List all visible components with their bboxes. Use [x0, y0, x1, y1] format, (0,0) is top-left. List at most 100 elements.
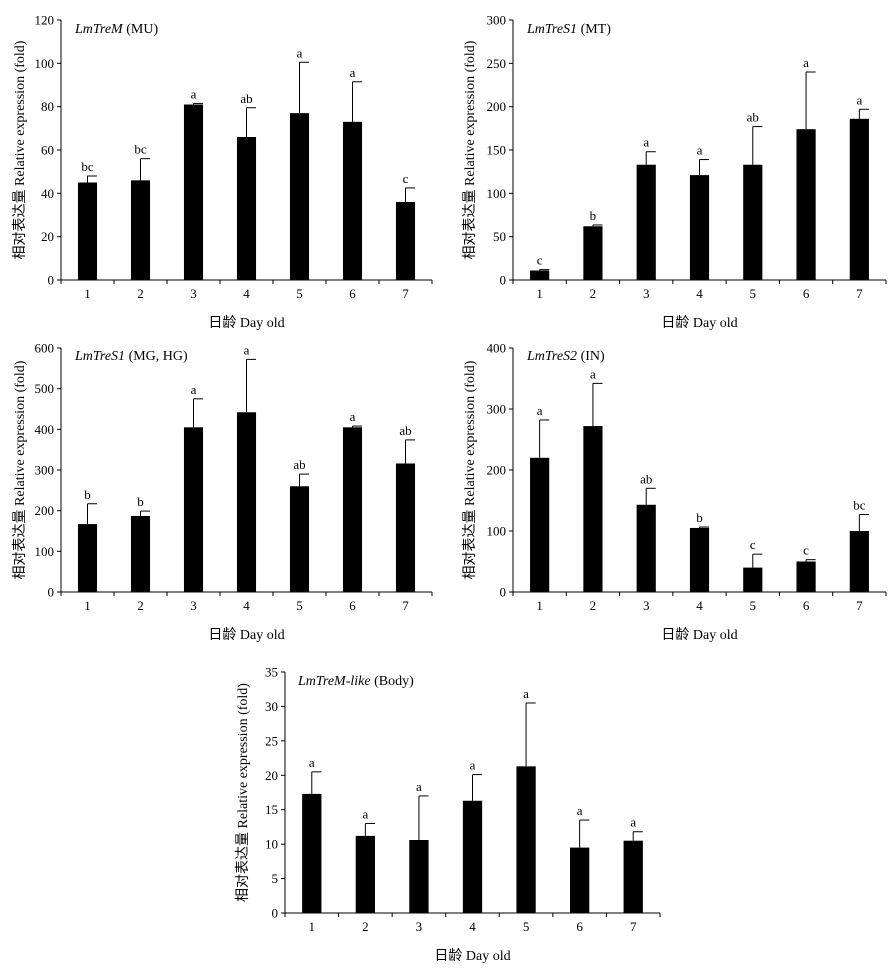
x-tick-label: 3 — [416, 919, 423, 934]
y-tick-label: 0 — [500, 585, 507, 600]
y-tick-label: 600 — [35, 341, 55, 356]
bar-day-5 — [743, 567, 763, 592]
significance-letter-day-3: a — [191, 382, 197, 397]
x-tick-label: 1 — [84, 598, 91, 613]
y-tick-label: 100 — [487, 186, 507, 201]
chart-title-gene: LmTreS1 — [74, 349, 125, 364]
bar-day-5 — [743, 164, 763, 280]
significance-letter-day-7: ab — [399, 423, 411, 438]
x-tick-label: 2 — [590, 598, 597, 613]
chart-title-gene: LmTreS2 — [526, 349, 577, 364]
bar-day-1 — [77, 182, 98, 280]
bar-day-6 — [342, 121, 363, 280]
significance-letter-day-2: a — [590, 366, 596, 381]
bar-day-1 — [77, 524, 98, 592]
y-tick-label: 200 — [487, 463, 507, 478]
significance-letter-day-7: bc — [853, 498, 866, 513]
significance-letter-day-4: b — [696, 510, 703, 525]
chart-panel-3: 0 100 200 300 400 500 600 b 1 b 2 a 3 a 4 ab 5 a 6 ab 7 LmTre… — [12, 341, 433, 643]
x-tick-label: 7 — [856, 598, 863, 613]
x-tick-label: 1 — [84, 286, 91, 301]
bar-day-1 — [530, 457, 550, 592]
x-tick-label: 3 — [643, 286, 650, 301]
bar-day-5 — [289, 113, 310, 281]
x-tick-label: 5 — [750, 286, 757, 301]
bar-day-4 — [236, 137, 257, 280]
x-tick-label: 4 — [696, 286, 703, 301]
bar-day-1 — [302, 793, 322, 913]
y-tick-label: 100 — [487, 524, 507, 539]
x-tick-label: 2 — [362, 919, 369, 934]
x-axis-title: 日龄 Day old — [661, 315, 737, 331]
chart-title-tissue: (MT) — [577, 22, 611, 37]
bar-day-6 — [796, 129, 816, 280]
x-tick-label: 2 — [590, 286, 597, 301]
significance-letter-day-7: a — [630, 815, 636, 830]
bar-day-5 — [516, 766, 536, 913]
y-tick-label: 400 — [487, 341, 507, 356]
x-tick-label: 3 — [643, 598, 650, 613]
chart-panel-4: 0 100 200 300 400 a 1 a 2 ab 3 b 4 c 5 c 6 bc 7 LmTreS2 (IN… — [462, 341, 887, 643]
x-tick-label: 5 — [296, 598, 303, 613]
significance-letter-day-4: a — [244, 342, 250, 357]
bar-day-4 — [236, 412, 257, 592]
x-axis-title: 日龄 Day old — [208, 315, 284, 331]
x-axis-title: 日龄 Day old — [661, 627, 737, 643]
bar-day-6 — [342, 427, 363, 592]
chart-title-gene: LmTreS1 — [526, 22, 577, 37]
bar-day-3 — [183, 104, 204, 280]
bar-day-7 — [395, 463, 416, 592]
bar-day-3 — [636, 164, 656, 280]
bar-day-7 — [849, 531, 869, 592]
x-tick-label: 5 — [750, 598, 757, 613]
bar-day-6 — [570, 847, 590, 913]
chart-title: LmTreM-like (Body) — [297, 674, 414, 689]
bar-day-2 — [355, 835, 375, 913]
significance-letter-day-7: c — [403, 171, 409, 186]
y-tick-label: 300 — [487, 13, 507, 28]
significance-letter-day-2: a — [362, 806, 368, 821]
bar-day-3 — [183, 427, 204, 592]
bar-day-4 — [689, 527, 710, 592]
bar-day-2 — [583, 426, 603, 592]
bar-day-2 — [130, 180, 151, 280]
x-tick-label: 6 — [349, 598, 356, 613]
y-tick-label: 200 — [35, 503, 55, 518]
x-tick-label: 3 — [190, 286, 197, 301]
x-tick-label: 1 — [536, 286, 543, 301]
bar-day-3 — [636, 504, 656, 592]
chart-title: LmTreS2 (IN) — [526, 349, 605, 364]
y-tick-label: 30 — [265, 699, 278, 714]
chart-panel-1: 0 20 40 60 80 100 120 bc 1 bc 2 a 3 ab 4 a 5 a 6 c 7 LmTreM (… — [12, 13, 433, 331]
bar-day-6 — [796, 561, 816, 592]
y-tick-label: 150 — [487, 143, 507, 158]
chart-title-gene: LmTreM — [74, 22, 124, 37]
y-axis-title: 相对表达量 Relative expression (fold) — [462, 360, 478, 579]
x-tick-label: 5 — [296, 286, 303, 301]
significance-letter-day-4: a — [697, 143, 703, 158]
significance-letter-day-6: c — [803, 543, 809, 558]
x-tick-label: 2 — [137, 286, 144, 301]
y-tick-label: 10 — [265, 837, 278, 852]
x-tick-label: 1 — [309, 919, 316, 934]
y-tick-label: 100 — [35, 56, 55, 71]
chart-title-gene: LmTreM-like — [297, 674, 371, 689]
y-tick-label: 15 — [265, 802, 278, 817]
significance-letter-day-5: c — [750, 537, 756, 552]
significance-letter-day-7: a — [856, 92, 862, 107]
significance-letter-day-3: a — [643, 135, 649, 150]
significance-letter-day-3: a — [416, 779, 422, 794]
significance-letter-day-3: ab — [640, 471, 652, 486]
y-tick-label: 0 — [48, 585, 55, 600]
significance-letter-day-4: ab — [240, 91, 252, 106]
x-axis-title: 日龄 Day old — [208, 627, 284, 643]
y-tick-label: 0 — [48, 273, 55, 288]
x-tick-label: 5 — [523, 919, 530, 934]
x-axis-title: 日龄 Day old — [434, 948, 510, 964]
y-tick-label: 20 — [41, 229, 54, 244]
significance-letter-day-1: c — [537, 253, 543, 268]
chart-title-tissue: (IN) — [577, 349, 605, 364]
bar-day-2 — [130, 515, 151, 592]
y-tick-label: 25 — [265, 733, 278, 748]
significance-letter-day-6: a — [803, 55, 809, 70]
